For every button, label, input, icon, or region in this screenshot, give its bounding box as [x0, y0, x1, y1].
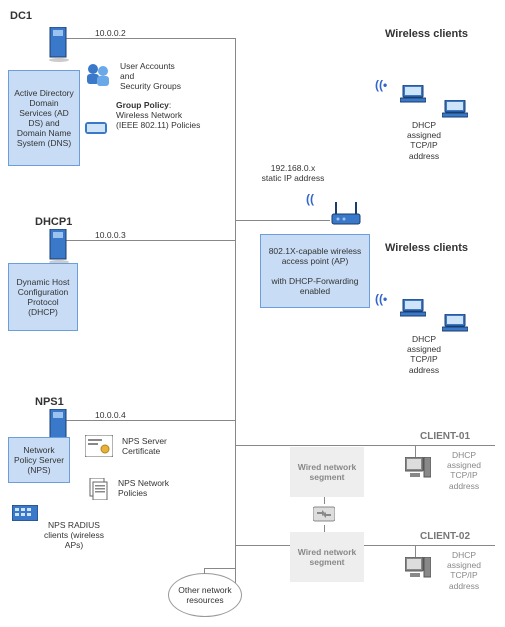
ap-wave: (( [306, 192, 314, 206]
client02-dhcp-label: DHCP assigned TCP/IP address [440, 550, 488, 591]
nps1-title: NPS1 [35, 396, 64, 409]
dc1-ip: 10.0.0.2 [95, 28, 126, 38]
dhcp1-box-text: Dynamic Host Configuration Protocol (DHC… [13, 277, 73, 317]
wc2-wave: ((• [375, 292, 387, 306]
client01-dhcp-label: DHCP assigned TCP/IP address [440, 450, 488, 491]
wired2-label: Wired network segment [290, 547, 364, 567]
nps1-hline [60, 420, 235, 421]
wc1-laptop1 [400, 85, 426, 103]
client02-title: CLIENT-02 [420, 531, 470, 543]
wired2-hline [235, 545, 495, 546]
ap-hline [235, 220, 330, 221]
wc1-wave: ((• [375, 78, 387, 92]
other-resources-label: Other network resources [178, 585, 232, 605]
nps-cert-label: NPS Server Certificate [122, 436, 178, 456]
nps1-ip: 10.0.0.4 [95, 410, 126, 420]
wired2-box: Wired network segment [290, 532, 364, 582]
wc1-dhcp-label: DHCP assigned TCP/IP address [400, 120, 448, 161]
wired1-label: Wired network segment [290, 462, 364, 482]
nps-radius-label: NPS RADIUS clients (wireless APs) [40, 520, 108, 551]
nps1-box-text: Network Policy Server (NPS) [13, 445, 65, 475]
nps-policies-icon [88, 478, 110, 500]
client02-stub [415, 545, 416, 557]
ap-icon [330, 200, 362, 228]
other-resources-cloud: Other network resources [168, 573, 242, 617]
nps-cert-icon [85, 435, 113, 457]
wireless-title-1: Wireless clients [385, 28, 468, 41]
user-accounts-label: User Accounts and Security Groups [120, 61, 188, 92]
wired1-box: Wired network segment [290, 447, 364, 497]
network-diagram: DC1 10.0.0.2 Active Directory Domain Ser… [0, 0, 505, 627]
client01-title: CLIENT-01 [420, 431, 470, 443]
user-accounts-icon [85, 62, 113, 86]
dc1-box-text: Active Directory Domain Services (AD DS)… [13, 88, 75, 148]
wc2-laptop2 [442, 314, 468, 332]
nps-policies-label: NPS Network Policies [118, 478, 178, 498]
wc2-laptop1 [400, 299, 426, 317]
dhcp1-ip: 10.0.0.3 [95, 230, 126, 240]
dc1-box: Active Directory Domain Services (AD DS)… [8, 70, 80, 166]
ap-static-ip-label: 192.168.0.x static IP address [260, 163, 326, 183]
dhcp1-box: Dynamic Host Configuration Protocol (DHC… [8, 263, 78, 331]
nps-radius-icon [12, 505, 38, 521]
ap-box: 802.1X-capable wireless access point (AP… [260, 234, 370, 308]
group-policy-label: Group Policy: Wireless Network (IEEE 802… [116, 100, 206, 131]
wireless-title-2: Wireless clients [385, 242, 468, 255]
ap-box-text: 802.1X-capable wireless access point (AP… [265, 246, 365, 296]
dc1-title: DC1 [10, 10, 32, 23]
dc1-server-icon [48, 27, 70, 63]
wc1-laptop2 [442, 100, 468, 118]
dhcp1-title: DHCP1 [35, 216, 72, 229]
client01-stub [415, 445, 416, 457]
dhcp1-hline [60, 240, 235, 241]
switch-icon [313, 503, 335, 525]
dc1-hline [60, 38, 235, 39]
client01-pc-icon [405, 457, 431, 483]
group-policy-icon [85, 120, 107, 136]
nps1-box: Network Policy Server (NPS) [8, 437, 70, 483]
backbone-line [235, 38, 236, 593]
client02-pc-icon [405, 557, 431, 583]
wired1-hline [235, 445, 495, 446]
wc2-dhcp-label: DHCP assigned TCP/IP address [400, 334, 448, 375]
dhcp1-server-icon [48, 229, 70, 265]
